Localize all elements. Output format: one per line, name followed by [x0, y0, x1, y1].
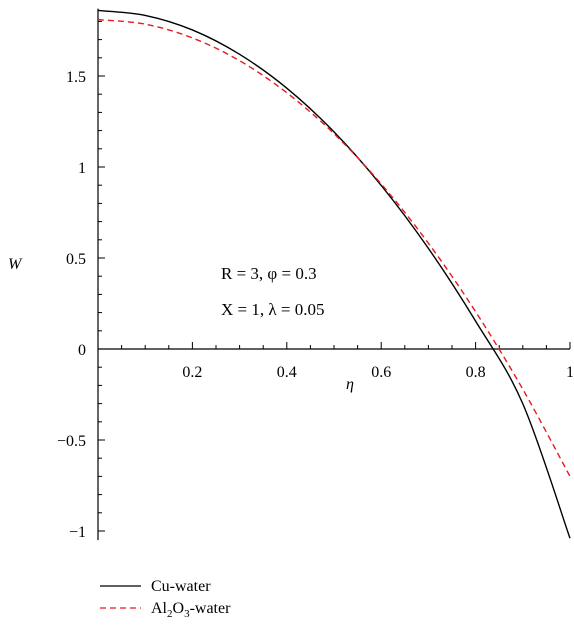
axes: 0.2 0.4 0.6 0.8 1 −1 −0.5 0 0.5 1 1.5: [57, 8, 574, 541]
y-tick-label: 1.5: [66, 69, 86, 86]
y-tick-label: −0.5: [57, 433, 86, 450]
x-tick-label: 0.8: [466, 364, 486, 381]
series-line-cu-water: [97, 9, 571, 539]
y-tick-label: 1: [78, 160, 86, 177]
legend-label-cu-water: Cu-water: [151, 578, 211, 595]
series-line-al2o3-water: [97, 18, 571, 477]
x-axis-label: η: [346, 376, 354, 393]
y-tick-label: 0: [78, 342, 86, 359]
legend-label-al2o3-water: Al2O3-water: [151, 600, 231, 620]
x-tick-label: 0.6: [371, 364, 391, 381]
annotation-line-2: X = 1, λ = 0.05: [221, 300, 324, 319]
legend: Cu-water Al2O3-water: [100, 578, 231, 620]
y-axis-label: W: [8, 256, 23, 273]
annotation-line-1: R = 3, φ = 0.3: [221, 264, 317, 283]
y-tick-label: −1: [69, 524, 86, 541]
y-tick-label: 0.5: [66, 251, 86, 268]
x-tick-label: 0.2: [182, 364, 202, 381]
x-tick-label: 0.4: [277, 364, 297, 381]
series-group: [97, 9, 571, 539]
x-tick-label: 1: [566, 364, 574, 381]
